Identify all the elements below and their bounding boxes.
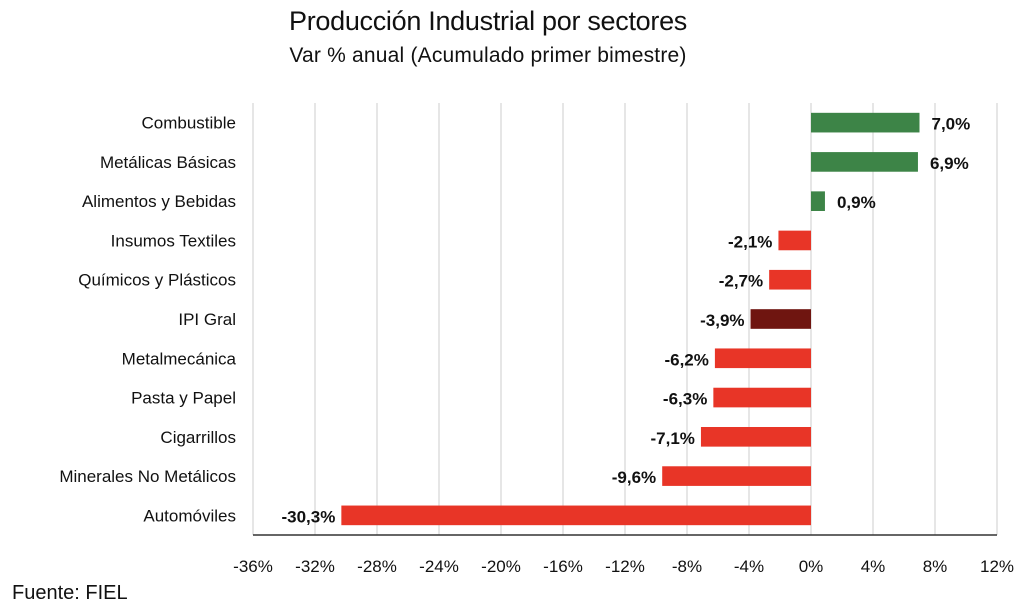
category-label: Pasta y Papel [131,389,236,408]
chart-title: Producción Industrial por sectores [288,6,687,36]
data-label: -3,9% [700,311,744,330]
category-label: Cigarrillos [160,428,236,447]
category-label: Alimentos y Bebidas [82,192,236,211]
x-tick-label: 4% [861,557,886,576]
data-label: 7,0% [932,115,971,134]
bar [714,348,811,369]
data-label: -30,3% [281,507,335,526]
data-label: -2,1% [728,232,772,251]
category-label: Automóviles [143,506,236,525]
bar [769,269,811,290]
data-label: -6,3% [663,390,707,409]
x-tick-label: -12% [605,557,645,576]
data-label: -6,2% [664,350,708,369]
x-tick-label: -4% [734,557,764,576]
bar [341,505,811,526]
category-label: Combustible [142,114,237,133]
bar [778,230,811,251]
x-axis-tick-labels: -36% -32% -28% -24% -20% -16% -12% -8% -4% 0% 4% 8%… [233,557,1014,576]
bar [811,112,920,133]
bar [750,309,811,329]
category-label: Químicos y Plásticos [78,271,236,290]
bar [713,387,811,408]
bar [700,427,811,447]
bar [811,152,918,172]
data-label: -9,6% [612,468,656,487]
category-label: IPI Gral [178,310,236,329]
x-tick-label: -20% [481,557,521,576]
category-labels: Combustible Metálicas Básicas Alimentos y … [59,114,236,526]
data-label: 6,9% [930,154,969,173]
x-tick-label: 0% [799,557,824,576]
data-label: -7,1% [651,429,695,448]
x-tick-label: -24% [419,557,459,576]
data-label: -2,7% [719,272,763,291]
x-tick-label: -36% [233,557,273,576]
x-tick-label: -28% [357,557,397,576]
bar [662,466,811,486]
x-tick-label: -8% [672,557,702,576]
category-label: Insumos Textiles [111,231,236,250]
category-label: Minerales No Metálicos [59,467,236,486]
x-tick-label: 8% [923,557,948,576]
category-label: Metalmecánica [122,349,237,368]
data-labels: 7,0% 6,9% 0,9% -2,1% -2,7% -3,9% -6,2% -6,3% -7,… [281,115,970,527]
bar [811,191,825,211]
category-label: Metálicas Básicas [100,153,236,172]
chart-subtitle: Var % anual (Acumulado primer bimestre) [289,44,687,67]
x-tick-label: -16% [543,557,583,576]
bars [341,112,920,526]
source-note: Fuente: FIEL [12,582,128,604]
data-label: 0,9% [837,193,876,212]
gridlines [252,103,998,535]
x-tick-label: -32% [295,557,335,576]
x-tick-label: 12% [980,557,1014,576]
